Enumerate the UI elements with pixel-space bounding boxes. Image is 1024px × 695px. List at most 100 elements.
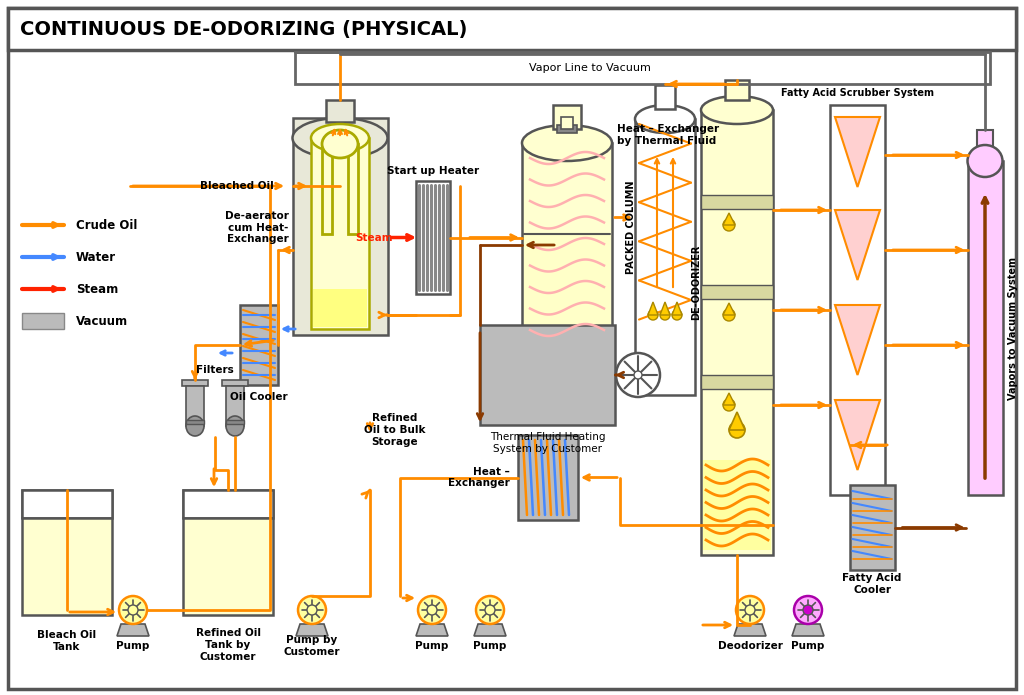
Circle shape	[723, 219, 735, 231]
Text: Bleached Oil: Bleached Oil	[200, 181, 273, 191]
Text: Vapor Line to Vacuum: Vapor Line to Vacuum	[529, 63, 651, 73]
Text: Fatty Acid Scrubber System: Fatty Acid Scrubber System	[781, 88, 934, 98]
Polygon shape	[648, 302, 658, 315]
Bar	[635, 119, 695, 395]
Ellipse shape	[522, 125, 612, 161]
Text: Oil Cooler: Oil Cooler	[230, 392, 288, 402]
Ellipse shape	[186, 416, 204, 436]
Text: Vapors to Vacuum System: Vapors to Vacuum System	[1008, 256, 1018, 400]
Bar	[186, 386, 204, 426]
Bar	[480, 325, 615, 425]
Text: Pump: Pump	[473, 641, 507, 651]
Bar	[553, 105, 581, 129]
Bar	[222, 380, 248, 386]
Bar	[850, 485, 895, 570]
Bar	[518, 435, 578, 520]
Text: Water: Water	[76, 250, 116, 263]
Circle shape	[648, 310, 658, 320]
Polygon shape	[835, 210, 880, 280]
Circle shape	[723, 309, 735, 321]
Polygon shape	[835, 305, 880, 375]
Circle shape	[634, 371, 642, 379]
Bar	[22, 490, 112, 615]
Bar	[240, 305, 278, 385]
Text: Vacuum: Vacuum	[76, 315, 128, 327]
Polygon shape	[660, 302, 670, 315]
Text: Crude Oil: Crude Oil	[76, 218, 137, 231]
Bar	[703, 460, 771, 550]
Polygon shape	[792, 624, 824, 636]
Ellipse shape	[968, 145, 1002, 177]
Bar	[186, 420, 204, 424]
Text: Filters: Filters	[197, 365, 233, 375]
Polygon shape	[723, 393, 735, 405]
Text: Steam: Steam	[76, 282, 118, 295]
Circle shape	[307, 605, 317, 615]
Ellipse shape	[701, 96, 773, 124]
Bar	[655, 85, 675, 109]
Bar	[416, 181, 450, 294]
Text: Deodorizer: Deodorizer	[718, 641, 782, 651]
Polygon shape	[729, 412, 745, 430]
Ellipse shape	[293, 118, 387, 158]
Circle shape	[418, 596, 446, 624]
Bar	[522, 143, 612, 345]
Ellipse shape	[226, 416, 244, 436]
Polygon shape	[672, 302, 682, 315]
Circle shape	[119, 596, 147, 624]
Bar	[524, 234, 610, 339]
Text: DE-ODORIZER: DE-ODORIZER	[691, 245, 701, 320]
Bar	[22, 490, 112, 518]
Bar	[22, 313, 65, 329]
Text: PACKED COLUMN: PACKED COLUMN	[626, 180, 636, 274]
Circle shape	[745, 605, 755, 615]
Text: Heat –
Exchanger: Heat – Exchanger	[449, 467, 510, 489]
Text: Refined Oil
Tank by
Customer: Refined Oil Tank by Customer	[196, 628, 260, 662]
Bar	[293, 118, 387, 335]
Bar	[326, 100, 354, 122]
Text: Refined
Oil to Bulk
Storage: Refined Oil to Bulk Storage	[365, 414, 426, 447]
Circle shape	[128, 605, 138, 615]
Text: Bleach Oil
Tank: Bleach Oil Tank	[38, 630, 96, 652]
Bar	[183, 490, 273, 518]
Bar	[313, 289, 367, 327]
Ellipse shape	[635, 105, 695, 133]
Circle shape	[729, 422, 745, 438]
Bar	[701, 110, 773, 555]
Polygon shape	[474, 624, 506, 636]
Polygon shape	[835, 400, 880, 470]
Polygon shape	[723, 213, 735, 225]
Bar	[182, 380, 208, 386]
Ellipse shape	[311, 124, 369, 152]
Bar	[701, 375, 773, 389]
Text: Pump: Pump	[416, 641, 449, 651]
Circle shape	[298, 596, 326, 624]
Bar	[8, 8, 1016, 50]
Circle shape	[794, 596, 822, 624]
Bar	[557, 125, 577, 133]
Bar	[295, 52, 990, 84]
Text: Thermal Fluid Heating
System by Customer: Thermal Fluid Heating System by Customer	[489, 432, 605, 454]
Circle shape	[660, 310, 670, 320]
Bar	[183, 490, 273, 615]
Text: De-aerator
cum Heat-
Exchanger: De-aerator cum Heat- Exchanger	[224, 211, 289, 244]
Bar	[348, 144, 358, 234]
Polygon shape	[723, 303, 735, 315]
Bar	[830, 105, 885, 495]
Circle shape	[616, 353, 660, 397]
Text: CONTINUOUS DE-ODORIZING (PHYSICAL): CONTINUOUS DE-ODORIZING (PHYSICAL)	[20, 19, 467, 38]
Bar	[701, 195, 773, 209]
Polygon shape	[416, 624, 449, 636]
Bar	[701, 285, 773, 299]
Polygon shape	[835, 117, 880, 187]
Bar	[977, 130, 993, 149]
Circle shape	[485, 605, 495, 615]
Circle shape	[803, 605, 813, 615]
Bar	[226, 386, 244, 426]
Polygon shape	[117, 624, 150, 636]
Text: Fatty Acid
Cooler: Fatty Acid Cooler	[843, 573, 902, 595]
Text: Heat – Exchanger
by Thermal Fluid: Heat – Exchanger by Thermal Fluid	[617, 124, 719, 146]
Bar	[322, 144, 332, 234]
Text: Steam: Steam	[355, 233, 393, 243]
Circle shape	[723, 399, 735, 411]
